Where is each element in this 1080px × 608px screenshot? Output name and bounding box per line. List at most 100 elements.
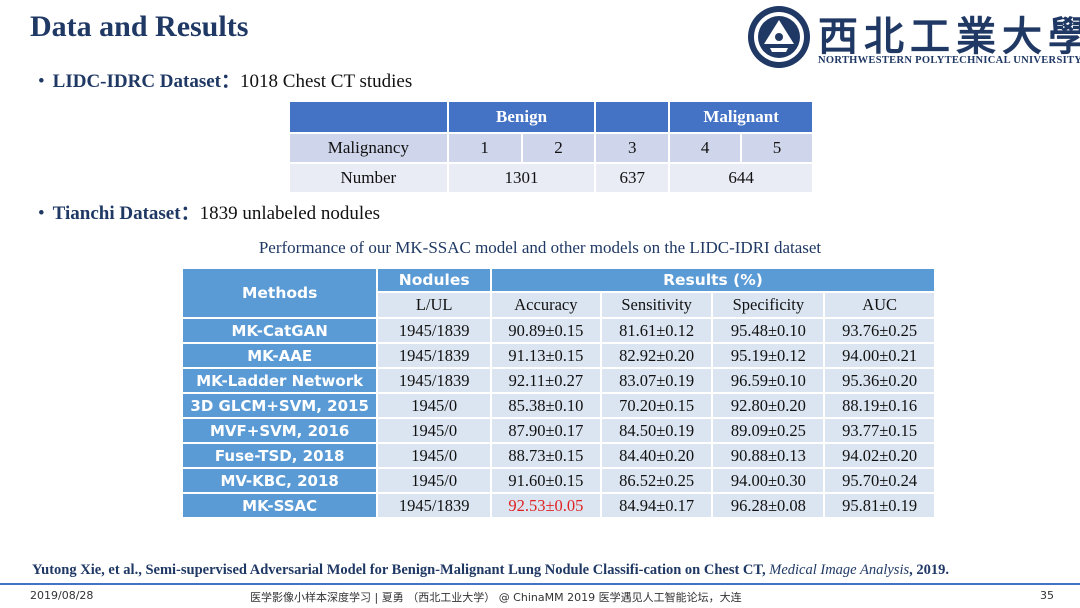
footer-date: 2019/08/28 xyxy=(30,589,94,602)
lidc-level: 3 xyxy=(595,132,671,163)
lidc-level: 5 xyxy=(741,132,814,163)
table-row: MK-CatGAN 1945/1839 90.89±0.15 81.61±0.12 95… xyxy=(180,317,936,344)
bullet-lidc: • LIDC-IDRC Dataset：1018 Chest CT studies xyxy=(38,66,412,93)
cell-accuracy: 91.60±0.15 xyxy=(490,467,602,494)
cell-accuracy: 88.73±0.15 xyxy=(490,442,602,469)
cell-sensitivity: 84.94±0.17 xyxy=(599,492,714,519)
lidc-level: 2 xyxy=(521,132,597,163)
subheader-lul: L/UL xyxy=(376,291,492,319)
lidc-number-mid: 637 xyxy=(595,162,671,192)
cell-specificity: 95.19±0.12 xyxy=(711,342,826,369)
results-header-row: Methods Nodules Results (%) xyxy=(180,267,936,319)
footer-page-number: 35 xyxy=(1040,589,1054,602)
cell-specificity: 94.00±0.30 xyxy=(711,467,826,494)
bullet-dot-icon: • xyxy=(38,71,45,92)
cell-method: MK-Ladder Network xyxy=(180,367,379,394)
lidc-header-benign: Benign xyxy=(447,100,597,133)
cell-method: 3D GLCM+SVM, 2015 xyxy=(180,392,379,419)
cell-specificity: 96.28±0.08 xyxy=(711,492,826,519)
cell-specificity: 90.88±0.13 xyxy=(711,442,826,469)
cell-method: MVF+SVM, 2016 xyxy=(180,417,379,444)
cell-auc: 94.00±0.21 xyxy=(823,342,936,369)
lidc-number-malignant: 644 xyxy=(669,162,814,192)
slide-title: Data and Results xyxy=(30,10,249,43)
cell-sensitivity: 82.92±0.20 xyxy=(599,342,714,369)
cell-lul: 1945/0 xyxy=(376,442,492,469)
university-emblem-icon xyxy=(748,6,810,68)
bullet-label: Tianchi Dataset： xyxy=(52,203,200,224)
bullet-label: LIDC-IDRC Dataset： xyxy=(52,71,241,92)
table-row: MV-KBC, 2018 1945/0 91.60±0.15 86.52±0.25 94… xyxy=(180,467,936,494)
cell-auc: 94.02±0.20 xyxy=(823,442,936,469)
cell-specificity: 95.48±0.10 xyxy=(711,317,826,344)
results-pct-header: Results (%) xyxy=(490,267,936,293)
cell-method: MK-CatGAN xyxy=(180,317,379,344)
cell-sensitivity: 83.07±0.19 xyxy=(599,367,714,394)
table-row: Fuse-TSD, 2018 1945/0 88.73±0.15 84.40±0.20… xyxy=(180,442,936,469)
cell-method: MV-KBC, 2018 xyxy=(180,467,379,494)
reference-citation: Yutong Xie, et al., Semi-supervised Adve… xyxy=(32,562,949,579)
cell-auc: 95.70±0.24 xyxy=(823,467,936,494)
cell-auc: 95.81±0.19 xyxy=(823,492,936,519)
table-row: MK-Ladder Network 1945/1839 92.11±0.27 83.0… xyxy=(180,367,936,394)
lidc-header-middle xyxy=(595,100,671,133)
bullet-tianchi: • Tianchi Dataset：1839 unlabeled nodules xyxy=(38,198,380,225)
lidc-number-benign: 1301 xyxy=(447,162,597,192)
cell-lul: 1945/1839 xyxy=(376,492,492,519)
subheader-sensitivity: Sensitivity xyxy=(599,291,714,319)
footer-center: 医学影像小样本深度学习 | 夏勇 （西北工业大学） @ ChinaMM 2019… xyxy=(250,591,742,604)
cell-lul: 1945/0 xyxy=(376,467,492,494)
subheader-accuracy: Accuracy xyxy=(490,291,602,319)
cell-sensitivity: 86.52±0.25 xyxy=(599,467,714,494)
reference-journal: Medical Image Analysis xyxy=(769,562,910,578)
lidc-header-empty xyxy=(290,100,449,133)
reference-year: , 2019. xyxy=(909,562,949,578)
footer-divider xyxy=(0,583,1080,585)
table-row: MK-AAE 1945/1839 91.13±0.15 82.92±0.20 95.19… xyxy=(180,342,936,369)
cell-auc: 93.77±0.15 xyxy=(823,417,936,444)
cell-specificity: 92.80±0.20 xyxy=(711,392,826,419)
lidc-malignancy-row: Malignancy 1 2 3 4 5 xyxy=(290,132,814,163)
university-name-cn: 西北工業大學 xyxy=(818,13,1080,60)
methods-header: Methods xyxy=(180,267,379,319)
lidc-header-malignant: Malignant xyxy=(669,100,814,133)
results-caption: Performance of our MK-SSAC model and oth… xyxy=(258,238,822,257)
bullet-dot-icon: • xyxy=(38,203,45,224)
table-row: 3D GLCM+SVM, 2015 1945/0 85.38±0.10 70.20±0… xyxy=(180,392,936,419)
lidc-table: Benign Malignant Malignancy 1 2 3 4 5 Nu… xyxy=(290,100,814,192)
cell-specificity: 96.59±0.10 xyxy=(711,367,826,394)
results-body: MK-CatGAN 1945/1839 90.89±0.15 81.61±0.12 95… xyxy=(180,317,936,519)
university-name-en: NORTHWESTERN POLYTECHNICAL UNIVERSITY xyxy=(818,55,1080,66)
cell-method: MK-AAE xyxy=(180,342,379,369)
cell-accuracy: 91.13±0.15 xyxy=(490,342,602,369)
cell-accuracy: 87.90±0.17 xyxy=(490,417,602,444)
cell-lul: 1945/1839 xyxy=(376,342,492,369)
cell-auc: 93.76±0.25 xyxy=(823,317,936,344)
bullet-text: 1839 unlabeled nodules xyxy=(199,203,381,224)
lidc-number-row: Number 1301 637 644 xyxy=(290,162,814,192)
cell-method: Fuse-TSD, 2018 xyxy=(180,442,379,469)
cell-auc: 88.19±0.16 xyxy=(823,392,936,419)
bullet-text: 1018 Chest CT studies xyxy=(240,71,413,92)
lidc-level: 4 xyxy=(669,132,743,163)
cell-accuracy: 92.11±0.27 xyxy=(490,367,602,394)
cell-specificity: 89.09±0.25 xyxy=(711,417,826,444)
subheader-specificity: Specificity xyxy=(711,291,826,319)
lidc-number-label: Number xyxy=(290,162,449,192)
cell-method: MK-SSAC xyxy=(180,492,379,519)
cell-accuracy: 85.38±0.10 xyxy=(490,392,602,419)
table-row: MK-SSAC 1945/1839 92.53±0.05 84.94±0.17 96.2… xyxy=(180,492,936,519)
cell-lul: 1945/0 xyxy=(376,392,492,419)
table-row: MVF+SVM, 2016 1945/0 87.90±0.17 84.50±0.19 8… xyxy=(180,417,936,444)
cell-lul: 1945/0 xyxy=(376,417,492,444)
lidc-level: 1 xyxy=(447,132,523,163)
cell-auc: 95.36±0.20 xyxy=(823,367,936,394)
lidc-header-row: Benign Malignant xyxy=(290,100,814,133)
cell-accuracy: 92.53±0.05 xyxy=(490,492,602,519)
lidc-malignancy-label: Malignancy xyxy=(290,132,449,163)
cell-accuracy: 90.89±0.15 xyxy=(490,317,602,344)
cell-lul: 1945/1839 xyxy=(376,367,492,394)
nodules-header: Nodules xyxy=(376,267,492,293)
cell-sensitivity: 84.50±0.19 xyxy=(599,417,714,444)
results-table: Methods Nodules Results (%) L/UL Accurac… xyxy=(180,267,936,519)
